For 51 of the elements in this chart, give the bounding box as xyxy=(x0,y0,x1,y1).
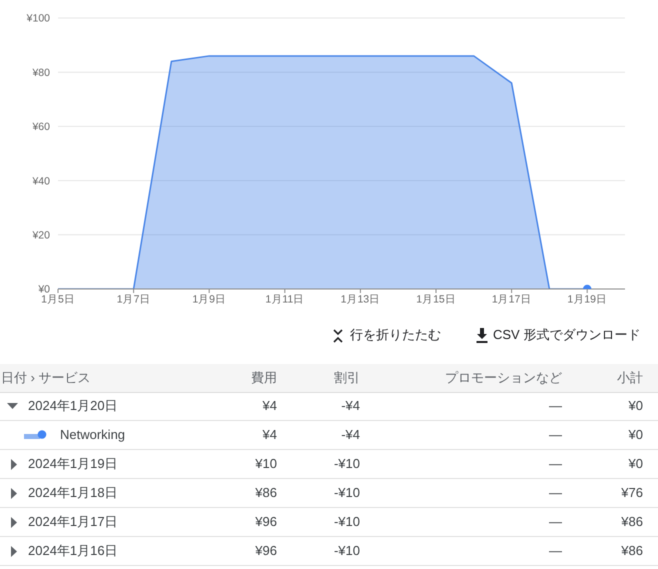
y-tick-label: ¥100 xyxy=(26,12,50,25)
y-tick-label: ¥40 xyxy=(31,175,50,188)
y-tick-label: ¥80 xyxy=(31,66,50,79)
text: -¥10 xyxy=(334,514,360,529)
x-tick-label: 1月13日 xyxy=(340,293,380,306)
text: ¥96 xyxy=(255,514,277,529)
category-label: 2024年1月17日 xyxy=(28,514,118,529)
text: -¥4 xyxy=(341,427,360,442)
text: ¥76 xyxy=(621,485,643,500)
x-tick-label: 1月19日 xyxy=(567,293,607,306)
x-tick-label: 1月17日 xyxy=(492,293,532,306)
text: ¥86 xyxy=(621,543,643,558)
category-label: 2024年1月20日 xyxy=(28,398,118,413)
text: 行を折りたたむ xyxy=(350,327,441,343)
category-label: 2024年1月18日 xyxy=(28,485,118,500)
text: -¥10 xyxy=(334,456,360,471)
text: ¥0 xyxy=(628,456,643,471)
category-label: 小計 xyxy=(617,370,643,386)
category-label: 日付 › サービス xyxy=(1,370,91,386)
text: ¥4 xyxy=(262,398,277,413)
category-label: プロモーションなど xyxy=(445,370,562,386)
x-tick-label: 1月5日 xyxy=(41,293,75,306)
text: — xyxy=(549,427,562,442)
category-label: 2024年1月16日 xyxy=(28,543,118,558)
text: CSV 形式でダウンロード xyxy=(493,327,640,343)
text: ¥10 xyxy=(255,456,277,471)
y-tick-label: ¥60 xyxy=(31,121,50,134)
text: — xyxy=(549,456,562,471)
text: ¥4 xyxy=(262,427,277,442)
y-tick-label: ¥20 xyxy=(31,230,50,242)
x-tick-label: 1月9日 xyxy=(192,293,226,306)
category-label: 2024年1月19日 xyxy=(28,456,118,471)
x-tick-label: 1月7日 xyxy=(116,293,150,306)
text: ¥86 xyxy=(621,514,643,529)
text: — xyxy=(549,543,562,558)
text: — xyxy=(549,398,562,413)
category-label: 割引 xyxy=(334,370,360,386)
category-label: 費用 xyxy=(251,370,277,386)
x-tick-label: 1月11日 xyxy=(265,293,304,306)
text: — xyxy=(549,514,562,529)
x-tick-label: 1月15日 xyxy=(416,293,456,306)
text: -¥4 xyxy=(341,398,360,413)
text: ¥0 xyxy=(628,398,643,413)
text: ¥0 xyxy=(628,427,643,442)
text: ¥86 xyxy=(255,485,277,500)
text: — xyxy=(549,485,562,500)
text: -¥10 xyxy=(334,543,360,558)
text: ¥96 xyxy=(255,543,277,558)
text: -¥10 xyxy=(334,485,360,500)
category-label: Networking xyxy=(60,427,126,442)
y-tick-label: ¥0 xyxy=(37,284,50,296)
